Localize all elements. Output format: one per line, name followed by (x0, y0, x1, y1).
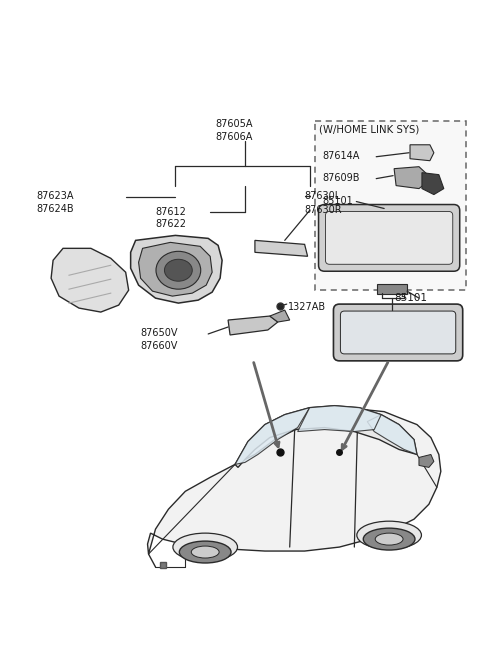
Polygon shape (419, 455, 434, 468)
Ellipse shape (173, 533, 238, 561)
Polygon shape (255, 240, 308, 256)
Polygon shape (410, 145, 434, 160)
Polygon shape (131, 235, 222, 303)
Text: 87623A: 87623A (36, 191, 74, 200)
FancyBboxPatch shape (340, 311, 456, 354)
Polygon shape (270, 310, 290, 322)
Polygon shape (235, 405, 417, 468)
Text: 87650V: 87650V (141, 328, 178, 338)
Text: 87630L: 87630L (305, 191, 341, 200)
Text: 85101: 85101 (394, 293, 427, 303)
Text: 87624B: 87624B (36, 204, 74, 214)
Polygon shape (147, 409, 441, 554)
Text: 87630R: 87630R (305, 204, 342, 215)
Polygon shape (422, 173, 444, 195)
Polygon shape (139, 242, 212, 296)
Polygon shape (235, 407, 310, 464)
Text: (W/HOME LINK SYS): (W/HOME LINK SYS) (319, 125, 419, 135)
Text: 87622: 87622 (156, 219, 187, 229)
Text: 87606A: 87606A (215, 132, 252, 142)
FancyBboxPatch shape (319, 204, 460, 271)
Ellipse shape (180, 541, 231, 563)
Ellipse shape (357, 521, 421, 549)
FancyBboxPatch shape (325, 212, 453, 264)
Text: 87614A: 87614A (323, 151, 360, 160)
Bar (377, 284, 407, 294)
Polygon shape (228, 316, 278, 335)
Text: 87609B: 87609B (323, 173, 360, 183)
Ellipse shape (375, 533, 403, 545)
FancyBboxPatch shape (314, 121, 466, 290)
FancyBboxPatch shape (334, 304, 463, 361)
Polygon shape (367, 415, 417, 455)
Text: 85101: 85101 (323, 196, 353, 206)
Ellipse shape (165, 259, 192, 281)
Text: 87612: 87612 (156, 206, 186, 217)
Text: 87605A: 87605A (215, 119, 252, 129)
Text: 87660V: 87660V (141, 341, 178, 351)
Ellipse shape (156, 252, 201, 289)
Polygon shape (51, 248, 129, 312)
Polygon shape (394, 166, 432, 189)
Polygon shape (298, 405, 381, 432)
Text: 1327AB: 1327AB (288, 302, 326, 312)
Ellipse shape (363, 528, 415, 550)
Ellipse shape (192, 546, 219, 558)
